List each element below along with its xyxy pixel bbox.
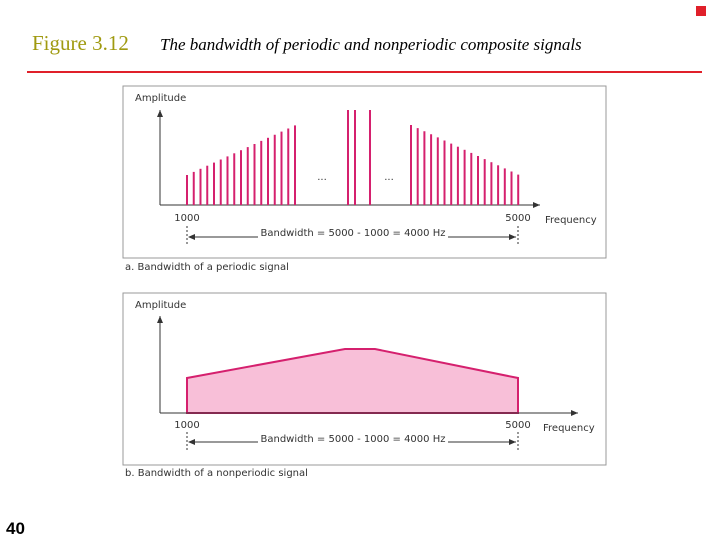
panel-frame (122, 292, 607, 466)
panel-frame (122, 85, 607, 259)
spectrum-area (186, 348, 519, 414)
ellipsis: ... (317, 172, 327, 183)
bandwidth-label: Bandwidth = 5000 - 1000 = 4000 Hz (261, 228, 446, 239)
ellipsis: ... (384, 172, 394, 183)
figure-title: The bandwidth of periodic and nonperiodi… (160, 35, 582, 54)
tick-label: 5000 (505, 420, 530, 431)
label-bg (258, 432, 448, 446)
y-label: Amplitude (135, 300, 186, 311)
tick-label: 1000 (174, 213, 199, 224)
x-label: Frequency (545, 215, 597, 226)
caption: b. Bandwidth of a nonperiodic signal (125, 468, 308, 479)
tick-label: 1000 (174, 420, 199, 431)
x-label: Frequency (543, 423, 595, 434)
panel-nonperiodic: Amplitude Frequency 1000 5000 Bandwidth … (122, 292, 607, 479)
panel-periodic: Amplitude Frequency 1000 5000 ... ... Ba… (122, 85, 607, 273)
y-label: Amplitude (135, 93, 186, 104)
label-bg (258, 226, 448, 240)
bandwidth-label: Bandwidth = 5000 - 1000 = 4000 Hz (261, 434, 446, 445)
tick-label: 5000 (505, 213, 530, 224)
page-number: 40 (6, 519, 25, 538)
corner-mark (696, 6, 706, 16)
figure-number: Figure 3.12 (32, 31, 129, 55)
caption: a. Bandwidth of a periodic signal (125, 262, 289, 273)
